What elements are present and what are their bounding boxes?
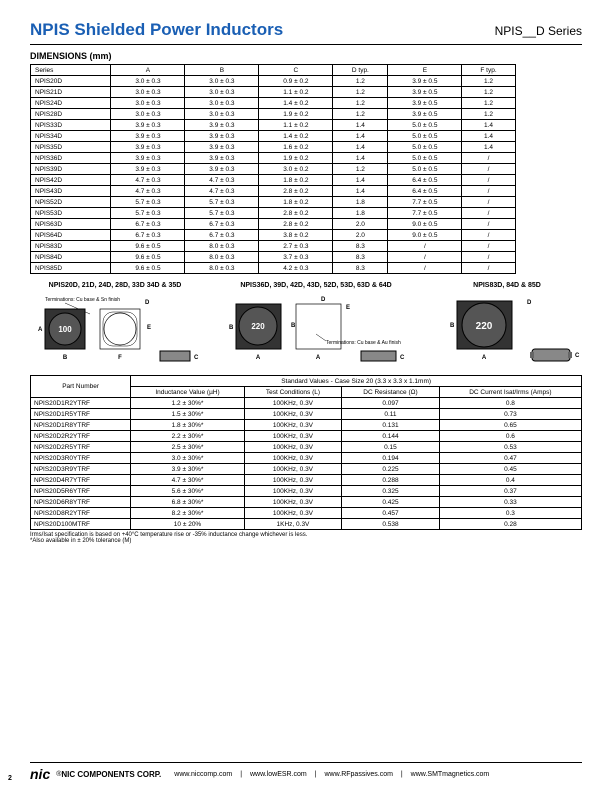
table-row: NPIS20D4R7YTRF4.7 ± 30%*100KHz, 0.3V0.28…: [31, 475, 582, 486]
table-row: NPIS36D3.9 ± 0.33.9 ± 0.31.9 ± 0.21.45.0…: [31, 153, 516, 164]
table-row: NPIS20D1R5YTRF1.5 ± 30%*100KHz, 0.3V0.11…: [31, 409, 582, 420]
svg-text:D: D: [321, 297, 326, 303]
table-row: NPIS83D9.6 ± 0.58.0 ± 0.32.7 ± 0.38.3//: [31, 241, 516, 252]
page-title: NPIS Shielded Power Inductors: [30, 20, 283, 40]
svg-text:220: 220: [476, 321, 493, 332]
dim-col: C: [259, 65, 333, 76]
table-row: NPIS24D3.0 ± 0.33.0 ± 0.31.4 ± 0.21.23.9…: [31, 98, 516, 109]
svg-text:A: A: [482, 355, 487, 361]
diagram-group1-label: NPIS20D, 21D, 24D, 28D, 33D 34D & 35D: [30, 282, 200, 289]
table-row: NPIS84D9.6 ± 0.58.0 ± 0.33.7 ± 0.38.3//: [31, 252, 516, 263]
val-col: DC Resistance (Ω): [342, 387, 440, 398]
table-row: NPIS20D1R2YTRF1.2 ± 30%*100KHz, 0.3V0.09…: [31, 398, 582, 409]
table-row: NPIS20D2R5YTRF2.5 ± 30%*100KHz, 0.3V0.15…: [31, 442, 582, 453]
table-row: NPIS20D3R0YTRF3.0 ± 30%*100KHz, 0.3V0.19…: [31, 453, 582, 464]
table-row: NPIS20D1R8YTRF1.8 ± 30%*100KHz, 0.3V0.13…: [31, 420, 582, 431]
table-row: NPIS34D3.9 ± 0.33.9 ± 0.31.4 ± 0.21.45.0…: [31, 131, 516, 142]
table-row: NPIS21D3.0 ± 0.33.0 ± 0.31.1 ± 0.21.23.9…: [31, 87, 516, 98]
table-row: NPIS64D6.7 ± 0.36.7 ± 0.33.8 ± 0.22.09.0…: [31, 230, 516, 241]
svg-text:C: C: [400, 355, 405, 361]
svg-text:B: B: [291, 323, 296, 329]
table-row: NPIS33D3.9 ± 0.33.9 ± 0.31.1 ± 0.21.45.0…: [31, 120, 516, 131]
table-row: NPIS52D5.7 ± 0.35.7 ± 0.31.8 ± 0.21.87.7…: [31, 197, 516, 208]
dim-col: Series: [31, 65, 111, 76]
dim-col: D typ.: [333, 65, 388, 76]
table-row: NPIS42D4.7 ± 0.34.7 ± 0.31.8 ± 0.21.46.4…: [31, 175, 516, 186]
diagram-group2-label: NPIS36D, 39D, 42D, 43D, 52D, 53D, 63D & …: [221, 282, 411, 289]
svg-text:D: D: [145, 300, 150, 306]
table-row: NPIS20D2R2YTRF2.2 ± 30%*100KHz, 0.3V0.14…: [31, 431, 582, 442]
table-row: NPIS20D8R2YTRF8.2 ± 30%*100KHz, 0.3V0.45…: [31, 508, 582, 519]
diagram-group3-label: NPIS83D, 84D & 85D: [432, 282, 582, 289]
diagram-svg-3: 220 B A D C: [432, 289, 582, 369]
val-col: Test Conditions (L): [244, 387, 341, 398]
diagram-svg-1: Terminations: Cu base & Sn finish 100 B …: [30, 289, 200, 369]
table-row: NPIS20D6R8YTRF6.8 ± 30%*100KHz, 0.3V0.42…: [31, 497, 582, 508]
svg-text:C: C: [194, 355, 199, 361]
table-row: NPIS20D5R6YTRF5.6 ± 30%*100KHz, 0.3V0.32…: [31, 486, 582, 497]
footer-link[interactable]: www.SMTmagnetics.com: [411, 771, 490, 778]
table-row: NPIS43D4.7 ± 0.34.7 ± 0.32.8 ± 0.21.46.4…: [31, 186, 516, 197]
svg-text:B: B: [450, 323, 455, 329]
dimensions-title: DIMENSIONS (mm): [30, 51, 582, 61]
part-number-col: Part Number: [31, 376, 131, 398]
table-row: NPIS20D3R9YTRF3.9 ± 30%*100KHz, 0.3V0.22…: [31, 464, 582, 475]
footer-links: www.niccomp.com | www.lowESR.com | www.R…: [171, 771, 492, 778]
page-number: 2: [8, 775, 12, 782]
svg-text:F: F: [118, 355, 122, 361]
dim-col: E: [388, 65, 462, 76]
table-row: NPIS85D9.6 ± 0.58.0 ± 0.34.2 ± 0.38.3//: [31, 263, 516, 274]
svg-text:C: C: [575, 353, 580, 359]
footer-link[interactable]: www.niccomp.com: [174, 771, 232, 778]
svg-text:A: A: [316, 355, 321, 361]
val-col: DC Current Isat/Irms (Amps): [439, 387, 581, 398]
dim-col: A: [111, 65, 185, 76]
diagram-svg-2: 220 B A D E B A Terminations: Cu base & …: [221, 289, 411, 369]
svg-text:E: E: [147, 325, 151, 331]
svg-text:D: D: [527, 300, 532, 306]
table-row: NPIS63D6.7 ± 0.36.7 ± 0.32.8 ± 0.22.09.0…: [31, 219, 516, 230]
dimensions-table: SeriesABCD typ.EF typ. NPIS20D3.0 ± 0.33…: [30, 64, 516, 274]
table-row: NPIS20D3.0 ± 0.33.0 ± 0.30.9 ± 0.21.23.9…: [31, 76, 516, 87]
table-row: NPIS28D3.0 ± 0.33.0 ± 0.31.9 ± 0.21.23.9…: [31, 109, 516, 120]
table-row: NPIS35D3.9 ± 0.33.9 ± 0.31.6 ± 0.21.45.0…: [31, 142, 516, 153]
svg-text:220: 220: [251, 322, 265, 331]
table-row: NPIS39D3.9 ± 0.33.9 ± 0.33.0 ± 0.21.25.0…: [31, 164, 516, 175]
footer-link[interactable]: www.lowESR.com: [250, 771, 307, 778]
table-row: NPIS53D5.7 ± 0.35.7 ± 0.32.8 ± 0.21.87.7…: [31, 208, 516, 219]
svg-text:100: 100: [58, 325, 72, 334]
svg-text:Terminations: Cu base & Au fin: Terminations: Cu base & Au finish: [326, 340, 401, 346]
table-row: NPIS20D100MTRF10 ± 20%1KHz, 0.3V0.5380.2…: [31, 519, 582, 530]
dim-col: F typ.: [462, 65, 515, 76]
svg-text:A: A: [256, 355, 261, 361]
dim-col: B: [185, 65, 259, 76]
logo: nic: [30, 766, 50, 782]
values-table: Part Number Standard Values - Case Size …: [30, 375, 582, 530]
svg-text:E: E: [346, 305, 350, 311]
svg-text:A: A: [38, 327, 43, 333]
series-label: NPIS__D Series: [495, 24, 582, 38]
footer-link[interactable]: www.RFpassives.com: [324, 771, 392, 778]
corp-name: NIC COMPONENTS CORP.: [61, 770, 161, 779]
footnote: Irms/Isat specification is based on +40°…: [30, 532, 582, 544]
svg-text:B: B: [229, 325, 234, 331]
svg-text:B: B: [63, 355, 68, 361]
values-header: Standard Values - Case Size 20 (3.3 x 3.…: [131, 376, 582, 387]
footer: nic ® NIC COMPONENTS CORP. www.niccomp.c…: [30, 762, 582, 782]
svg-text:Terminations: Cu base & Sn fin: Terminations: Cu base & Sn finish: [45, 297, 120, 303]
val-col: Inductance Value (µH): [131, 387, 245, 398]
